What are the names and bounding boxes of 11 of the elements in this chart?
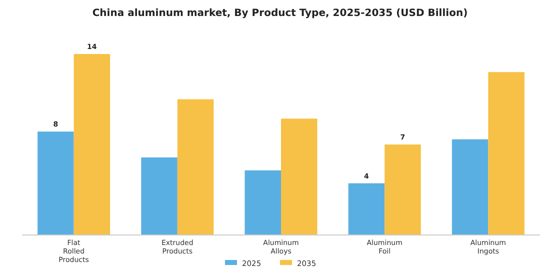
bar xyxy=(384,144,421,235)
bar xyxy=(348,183,385,235)
bar xyxy=(281,118,318,235)
bar xyxy=(452,139,488,235)
bar xyxy=(177,99,214,235)
bar xyxy=(38,132,74,235)
bar xyxy=(488,72,524,235)
chart-title: China aluminum market, By Product Type, 2025-2035 (USD Billion) xyxy=(92,8,468,19)
bar xyxy=(74,54,110,235)
bar xyxy=(244,170,281,235)
bar xyxy=(141,157,178,235)
